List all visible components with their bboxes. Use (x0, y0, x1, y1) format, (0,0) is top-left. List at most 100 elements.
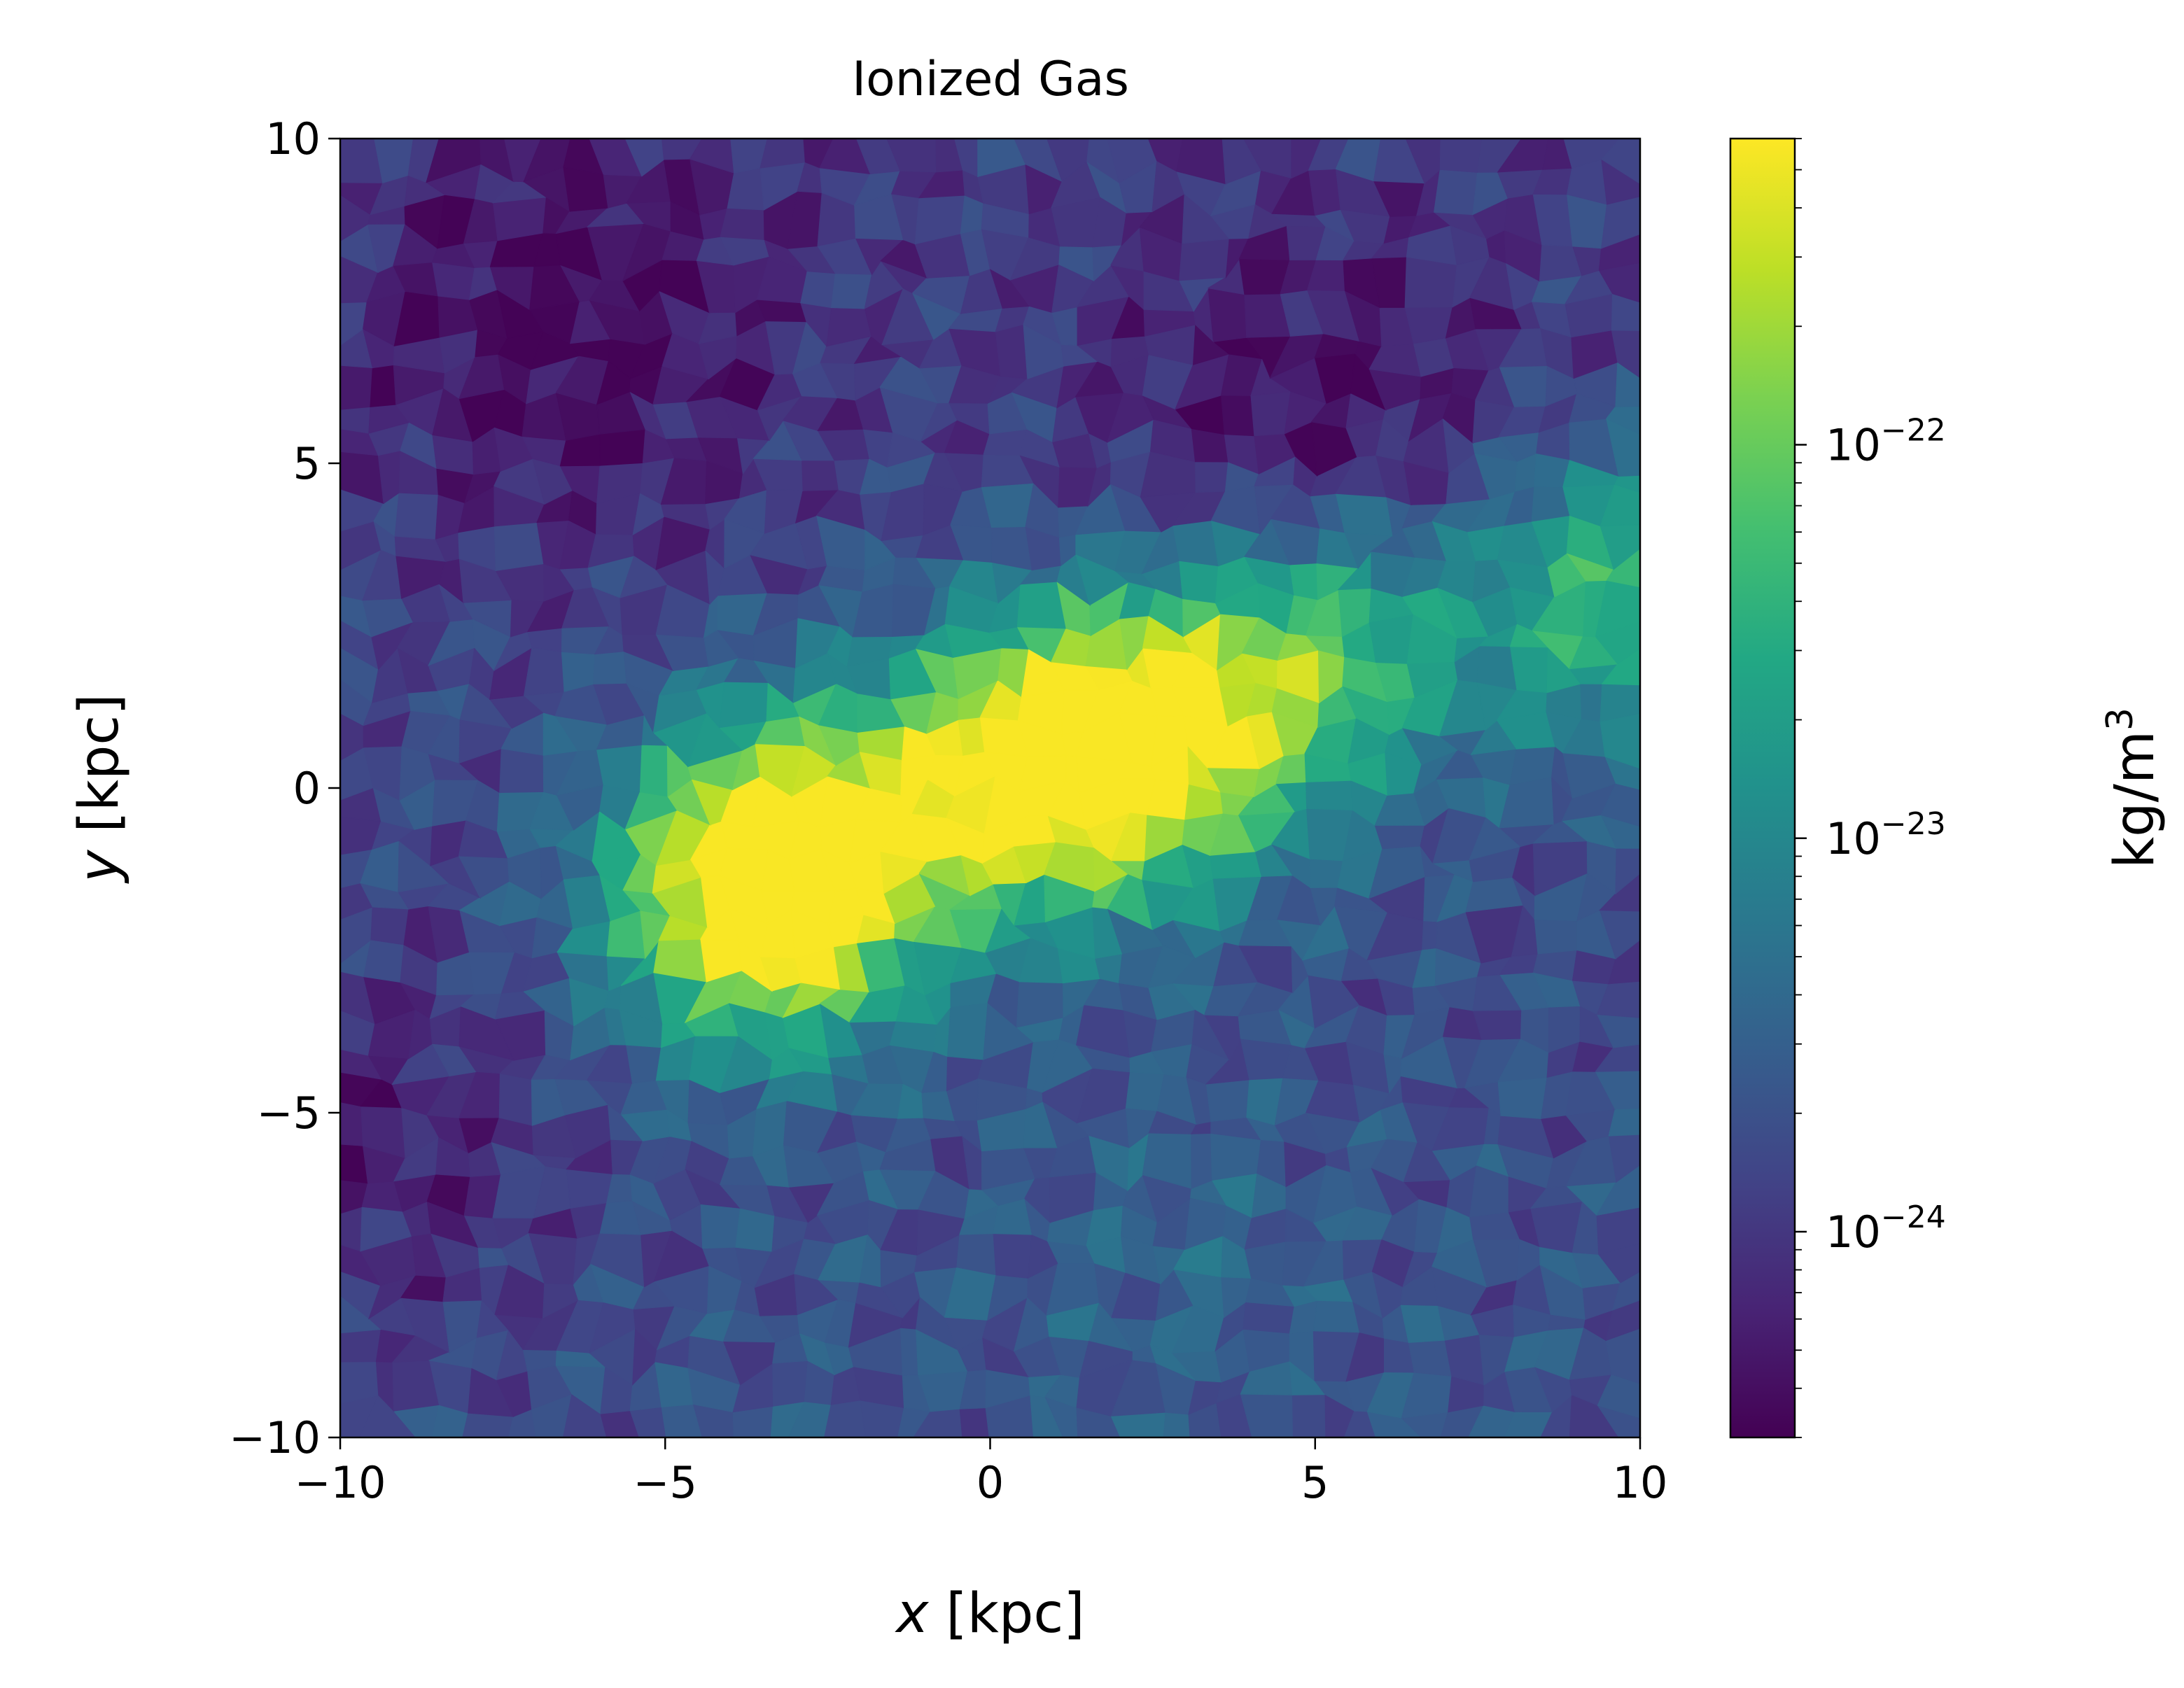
density-cell (1605, 405, 1640, 435)
density-cell (956, 1232, 997, 1276)
colorbar-tick-label: 10−22 (1826, 413, 1946, 471)
density-cell (1179, 238, 1230, 281)
y-tick-label: −5 (257, 1088, 321, 1139)
density-cell (462, 1412, 514, 1437)
density-cell (499, 747, 545, 794)
density-cell (1606, 418, 1640, 477)
density-cell (1176, 139, 1226, 185)
density-cell (426, 139, 482, 183)
density-cell (1472, 1009, 1522, 1040)
density-cell (639, 744, 668, 797)
density-cell (625, 1044, 662, 1084)
density-cell (1534, 918, 1578, 955)
density-cell (990, 526, 1033, 571)
density-cell (504, 139, 542, 183)
density-cell (1222, 139, 1262, 185)
density-cell (1400, 1304, 1446, 1343)
density-cell (1597, 1242, 1640, 1283)
density-cell (1608, 1134, 1640, 1183)
density-cell (1404, 256, 1458, 308)
density-cell (1242, 1301, 1295, 1334)
density-cell (1335, 493, 1394, 537)
density-cell (1373, 139, 1426, 184)
x-tick-label: 10 (1613, 1457, 1668, 1508)
density-cell (370, 906, 410, 945)
density-cell (855, 139, 901, 175)
density-cell (1596, 1404, 1640, 1437)
density-cell (1110, 1412, 1166, 1437)
density-cell (1439, 139, 1483, 173)
density-cell (1497, 139, 1549, 173)
density-cell (1509, 646, 1549, 694)
density-cell (492, 197, 547, 241)
density-cell (824, 1399, 867, 1437)
density-cell (493, 521, 545, 571)
density-cell (1368, 613, 1414, 664)
density-cell (1194, 461, 1229, 493)
density-cell (1243, 139, 1292, 179)
density-cell (886, 139, 937, 173)
density-cell (1312, 1300, 1361, 1333)
density-cell (1600, 782, 1640, 827)
density-cell (1595, 620, 1640, 665)
density-cell (760, 139, 806, 169)
density-cell (407, 139, 440, 183)
density-cell (689, 139, 735, 174)
density-cell (1595, 579, 1640, 638)
density-cell (803, 139, 834, 169)
density-cell (1597, 1374, 1640, 1419)
density-cell (1615, 847, 1640, 895)
density-cell (593, 650, 627, 684)
density-cell (802, 460, 839, 491)
density-cell (363, 939, 405, 983)
density-cell (1292, 1393, 1326, 1437)
density-cell (1601, 647, 1640, 686)
density-cell (1595, 1043, 1640, 1072)
density-cell (1596, 1164, 1640, 1216)
density-cell (1601, 158, 1640, 205)
density-cell (1434, 169, 1478, 216)
density-cell (1600, 814, 1640, 849)
density-cell (1563, 139, 1621, 169)
density-cell (1208, 287, 1247, 342)
density-cell (1596, 980, 1640, 1018)
y-axis-label: y [kpc] (68, 694, 131, 883)
density-cell (624, 139, 665, 177)
density-cell (1596, 1013, 1640, 1048)
y-tick-label: −10 (229, 1412, 321, 1463)
density-cell (1014, 139, 1063, 183)
density-cell (340, 1328, 382, 1363)
density-cell (1606, 547, 1640, 588)
colorbar-label: kg/m3 (2099, 708, 2166, 868)
density-cell (720, 207, 765, 240)
density-cell (1408, 1339, 1452, 1377)
density-cell (1291, 139, 1322, 179)
density-cell (596, 744, 643, 793)
density-cell (1595, 1070, 1640, 1110)
density-cell (1107, 139, 1158, 184)
density-cell (340, 139, 384, 183)
density-cell (654, 1360, 694, 1408)
density-cell (1210, 1132, 1262, 1181)
colorbar-ticks: 10−24 10−23 10−22 (1795, 138, 1946, 1438)
density-cell (1374, 824, 1426, 850)
density-cell (947, 1002, 988, 1060)
density-cell (1599, 873, 1640, 912)
density-cell (661, 139, 703, 160)
density-cell (1601, 139, 1640, 185)
density-cell (1335, 139, 1382, 182)
density-cell (431, 261, 475, 300)
density-cell (995, 323, 1028, 379)
density-cell (730, 139, 769, 174)
density-cell (1580, 683, 1603, 722)
density-cell (1220, 395, 1255, 437)
density-cell (1611, 1271, 1640, 1311)
density-cell (1477, 139, 1522, 173)
density-cell (1605, 1328, 1640, 1384)
density-cell (772, 1360, 808, 1407)
colorbar-tick-label: 10−24 (1826, 1200, 1946, 1258)
density-cell (1608, 1107, 1640, 1137)
density-cell (340, 406, 371, 434)
density-cell (374, 139, 414, 184)
density-cell (589, 139, 643, 177)
